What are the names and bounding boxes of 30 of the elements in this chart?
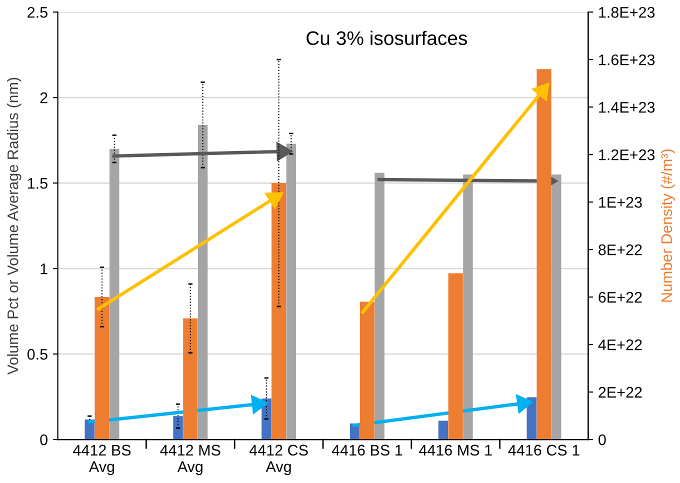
x-tick-label: 4416 MS 1 <box>419 444 492 456</box>
y2-axis-title: Number Density (#/m³) <box>660 149 676 302</box>
y2-tick-label: 1.4E+23 <box>599 102 655 113</box>
bar <box>110 148 120 440</box>
text: Cu 3% isosurfaces <box>306 30 468 46</box>
y2-tick-label: 8E+22 <box>598 244 642 256</box>
y-tick-label: 0 <box>40 434 48 446</box>
y2-tick-label: 6E+22 <box>598 292 642 303</box>
y2-tick-label: 1.8E+23 <box>599 6 655 18</box>
y2-tick-label: 4E+22 <box>598 339 642 350</box>
y-tick-label: 0.5 <box>27 348 48 360</box>
y-axis-title: Volume Pct or Volume Average Radius (nm) <box>7 78 22 375</box>
y-tick-label: 2 <box>40 92 48 104</box>
y-tick-label: 2.5 <box>28 6 48 18</box>
bar <box>262 398 272 440</box>
y2-tick-label: 1E+23 <box>599 196 642 208</box>
bar <box>438 420 448 440</box>
x-tick-label: 4416 CS 1 <box>508 444 580 456</box>
y2-tick-label: 1.2E+23 <box>599 149 655 160</box>
y2-tick-label: 0 <box>598 434 606 446</box>
y2-tick-label: 1.6E+23 <box>599 54 655 66</box>
x-tick-label: 4412 MS Avg <box>160 444 220 476</box>
y-tick-label: 1 <box>40 264 48 274</box>
y2-tick-label: 2E+22 <box>598 386 642 398</box>
y-tick-label: 1.5 <box>28 178 48 189</box>
bar <box>173 416 183 440</box>
bar <box>198 124 208 440</box>
x-tick-label: 4416 BS 1 <box>332 444 402 456</box>
x-tick-label: 4412 BS Avg <box>73 444 131 476</box>
x-tick-label: 4412 CS Avg <box>249 444 308 476</box>
